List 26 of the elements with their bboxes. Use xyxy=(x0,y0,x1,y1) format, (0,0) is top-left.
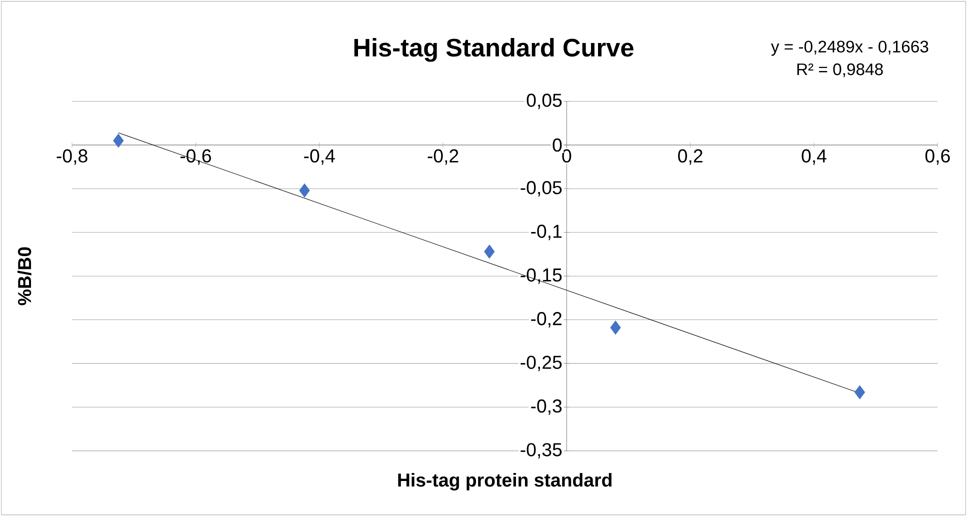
point xyxy=(610,320,621,334)
point xyxy=(854,385,866,400)
y-tick-label: 0 xyxy=(552,138,562,152)
y-tick-label: 0,05 xyxy=(526,94,562,109)
x-axis-title: His-tag protein standard xyxy=(398,472,612,490)
text: y = -0,2489x - 0,1663 xyxy=(770,40,928,56)
x-tick-label: -0,4 xyxy=(304,149,335,165)
y-tick-label: -0,3 xyxy=(531,399,562,415)
point xyxy=(113,134,124,148)
x-tick-label: 0,2 xyxy=(678,149,702,165)
chart-title: His-tag Standard Curve xyxy=(354,38,634,62)
point xyxy=(299,183,310,198)
y-tick-label: -0,15 xyxy=(520,268,562,284)
y-tick-label: -0,1 xyxy=(531,224,562,240)
text: R² = 0,9848 xyxy=(797,63,883,78)
x-tick-label: 0 xyxy=(562,149,572,162)
x-tick-label: -0,2 xyxy=(428,149,458,165)
x-tick-label: -0,8 xyxy=(56,149,88,165)
point xyxy=(484,244,495,258)
x-tick-label: 0,6 xyxy=(925,149,950,165)
y-tick-label: -0,2 xyxy=(531,312,562,328)
y-tick-label: -0,25 xyxy=(520,356,562,372)
y-tick-label: -0,35 xyxy=(520,442,562,458)
y-tick-label: -0,05 xyxy=(520,180,562,196)
y-axis-title: %B/B0 xyxy=(17,247,32,306)
x-tick-label: 0,4 xyxy=(802,149,826,165)
